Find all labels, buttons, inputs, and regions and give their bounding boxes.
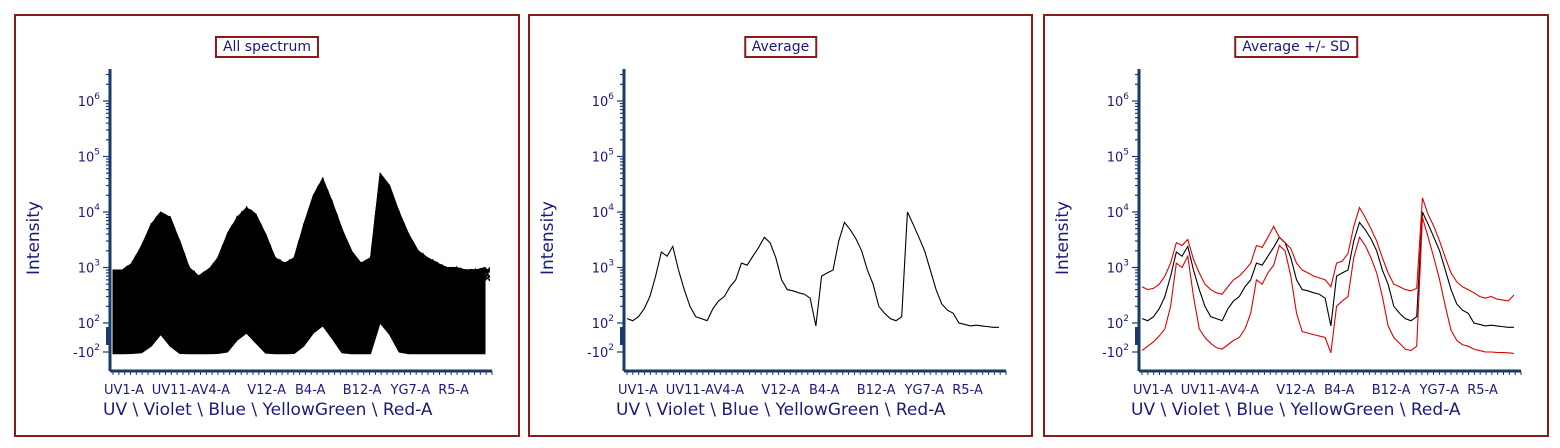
y-axis-label: Intensity: [24, 201, 44, 275]
x-tick-label: R5-A: [438, 383, 469, 398]
y-axis-zero-marker: [620, 327, 625, 345]
x-tick-label: B12-A: [343, 383, 382, 398]
y-tick-label: -102: [587, 343, 614, 361]
chart-plot-all-spectrum: 106 105 104 103 102 -102 UV1-A UV11-A V4-A V12-A B…: [73, 69, 493, 398]
x-tick-label: B12-A: [1372, 383, 1411, 398]
y-tick-label: 105: [78, 148, 100, 166]
y-tick-label: 104: [1107, 203, 1130, 221]
x-tick-label: R5-A: [952, 383, 983, 398]
x-tick-label: B4-A: [809, 383, 840, 398]
x-axis-label: UV \ Violet \ Blue \ YellowGreen \ Red-A: [103, 400, 433, 420]
y-axis-zero-marker: [1135, 327, 1140, 345]
y-tick-label: -102: [73, 343, 100, 361]
spectrum-line: [112, 177, 491, 291]
x-tick-label: UV11-A: [1181, 383, 1229, 398]
series-line: [626, 211, 999, 328]
y-tick-label: 103: [78, 259, 100, 277]
chart-panel-all-spectrum: 106 105 104 103 102 -102 UV1-A UV11-A V4-A V12-A B…: [14, 14, 520, 437]
x-tick-label: V12-A: [1276, 383, 1315, 398]
x-tick-label: UV1-A: [104, 383, 144, 398]
y-axis-zero-marker: [106, 327, 111, 345]
y-tick-label: 106: [1107, 92, 1130, 110]
chart-panel-average: 106 105 104 103 102 -102 UV1-A UV11-A V4-A V12-A B…: [528, 14, 1033, 437]
y-axis-label: Intensity: [1053, 201, 1073, 275]
y-tick-label: 105: [1107, 148, 1129, 166]
x-tick-label: V12-A: [761, 383, 800, 398]
y-tick-label: 105: [592, 148, 614, 166]
y-tick-label: 106: [78, 92, 101, 110]
y-axis-label: Intensity: [538, 201, 558, 275]
x-tick-label: V4-A: [714, 383, 745, 398]
chart-title: Average: [743, 36, 818, 58]
x-tick-label: YG7-A: [1419, 383, 1460, 398]
chart-title: Average +/- SD: [1234, 36, 1358, 58]
chart-panel-average-sd: 106 105 104 103 102 -102 UV1-A UV11-A V4-A V12-A B…: [1043, 14, 1549, 437]
chart-plot-average: 106 105 104 103 102 -102 UV1-A UV11-A V4-A V12-A B…: [587, 69, 1007, 398]
y-tick-label: 103: [1107, 259, 1129, 277]
y-tick-label: 102: [78, 314, 100, 332]
spectrum-line: [112, 180, 491, 285]
y-tick-label: 104: [592, 203, 615, 221]
x-tick-label: UV1-A: [618, 383, 658, 398]
x-tick-label: YG7-A: [390, 383, 431, 398]
x-axis-label: UV \ Violet \ Blue \ YellowGreen \ Red-A: [616, 400, 946, 420]
x-tick-label: B12-A: [857, 383, 896, 398]
x-tick-label: V4-A: [200, 383, 231, 398]
x-tick-label: UV11-A: [666, 383, 714, 398]
spectra-band: [112, 171, 486, 355]
x-tick-label: UV11-A: [152, 383, 200, 398]
series-line: [1141, 211, 1514, 328]
x-axis-label: UV \ Violet \ Blue \ YellowGreen \ Red-A: [1131, 400, 1461, 420]
y-tick-label: -102: [1102, 343, 1129, 361]
x-tick-label: YG7-A: [904, 383, 945, 398]
spectrum-line: [112, 177, 491, 285]
y-tick-label: 106: [592, 92, 615, 110]
series-line: [1141, 217, 1515, 355]
chart-title: All spectrum: [214, 36, 320, 58]
x-tick-label: B4-A: [295, 383, 326, 398]
y-tick-label: 104: [78, 203, 101, 221]
y-tick-label: 102: [592, 314, 614, 332]
x-tick-label: B4-A: [1324, 383, 1355, 398]
x-tick-label: V12-A: [247, 383, 286, 398]
y-tick-label: 103: [592, 259, 614, 277]
x-tick-label: R5-A: [1467, 383, 1498, 398]
series-line: [1141, 197, 1515, 302]
x-tick-label: UV1-A: [1133, 383, 1173, 398]
y-tick-label: 102: [1107, 314, 1129, 332]
x-tick-label: V4-A: [1229, 383, 1260, 398]
chart-plot-average-sd: 106 105 104 103 102 -102 UV1-A UV11-A V4-A V12-A B…: [1102, 69, 1522, 398]
